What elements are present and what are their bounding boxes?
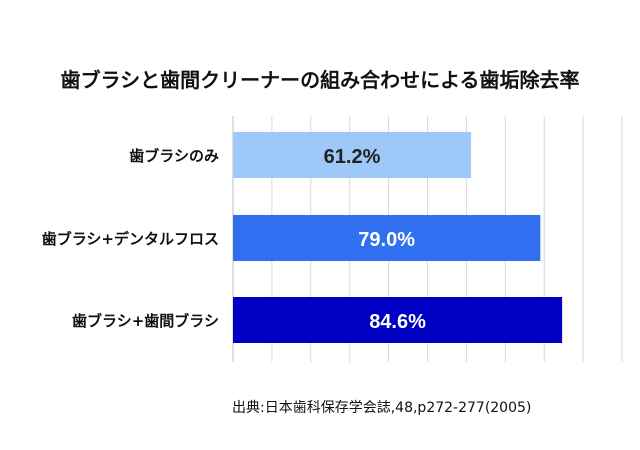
category-label-2: 歯ブラシ+デンタルフロス (42, 230, 219, 248)
source-note: 出典:日本歯科保存学会誌,48,p272-277(2005) (232, 400, 532, 416)
data-label-1: 61.2% (324, 146, 381, 168)
data-label-3: 84.6% (369, 311, 426, 333)
bar-2 (233, 215, 541, 261)
data-label-2: 79.0% (358, 229, 415, 251)
category-label-3: 歯ブラシ+歯間ブラシ (72, 312, 219, 330)
bar-3 (233, 297, 563, 343)
bar-1 (233, 132, 472, 178)
category-label-1: 歯ブラシのみ (129, 147, 219, 165)
chart-title: 歯ブラシと歯間クリーナーの組み合わせによる歯垢除去率 (60, 68, 580, 92)
